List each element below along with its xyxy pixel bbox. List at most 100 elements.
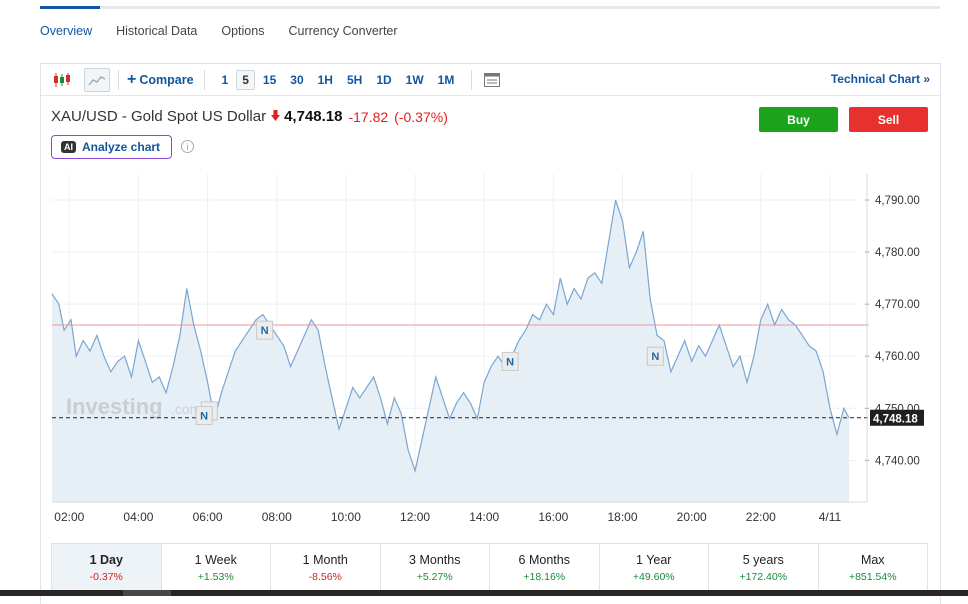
- analyze-chart-label: Analyze chart: [82, 140, 161, 154]
- news-marker-box: [256, 320, 274, 340]
- price-line: [51, 199, 850, 474]
- period-label: 1 Week: [194, 553, 237, 567]
- x-tick-label: 16:00: [538, 510, 568, 524]
- down-arrow-icon: [271, 108, 281, 125]
- x-tick-label: 20:00: [677, 510, 707, 524]
- active-tab-indicator: [40, 6, 100, 9]
- period-change: -8.56%: [308, 571, 342, 583]
- chart-panel: + Compare 1 5 15 30 1H 5H 1D 1W 1M Technical Cha…: [40, 63, 941, 604]
- interval-15[interactable]: 15: [262, 72, 277, 87]
- news-marker-label: N: [261, 325, 269, 337]
- sell-button[interactable]: Sell: [849, 107, 928, 132]
- quote-header: XAU/USD - Gold Spot US Dollar 4,748.18 -…: [51, 108, 448, 125]
- interval-1d[interactable]: 1D: [376, 72, 392, 87]
- period-max[interactable]: Max +851.54%: [819, 544, 928, 595]
- period-6-months[interactable]: 6 Months +18.16%: [490, 544, 600, 595]
- watermark: Investing: [66, 394, 163, 419]
- price-chart[interactable]: Investing .com4,740.004,750.004,760.004,7…: [0, 0, 968, 540]
- period-1-day[interactable]: 1 Day -0.37%: [52, 544, 162, 595]
- y-tick-label: 4,770.00: [875, 299, 920, 311]
- x-tick-label: 02:00: [54, 510, 84, 524]
- period-change: +5.27%: [416, 571, 453, 583]
- compare-button[interactable]: + Compare: [127, 70, 194, 88]
- news-marker-label: N: [651, 351, 659, 363]
- buy-button[interactable]: Buy: [759, 107, 838, 132]
- ai-badge-icon: AI: [61, 141, 76, 153]
- news-marker[interactable]: N: [256, 320, 274, 340]
- info-icon[interactable]: i: [181, 140, 194, 153]
- watermark-suffix: .com: [171, 401, 201, 417]
- period-change: +172.40%: [739, 571, 788, 583]
- period-1-week[interactable]: 1 Week +1.53%: [162, 544, 271, 595]
- tab-overview[interactable]: Overview: [40, 24, 93, 38]
- x-tick-label: 04:00: [123, 510, 153, 524]
- chart-toolbar: + Compare 1 5 15 30 1H 5H 1D 1W 1M Technical Cha…: [41, 64, 940, 96]
- period-5-years[interactable]: 5 years +172.40%: [709, 544, 819, 595]
- news-marker-box: [501, 351, 519, 371]
- last-price: 4,748.18: [284, 108, 343, 125]
- price-change-percent: (-0.37%): [394, 108, 448, 125]
- news-marker[interactable]: N: [501, 351, 519, 371]
- period-change: +18.16%: [523, 571, 566, 583]
- price-area-fill: [52, 200, 849, 502]
- news-marker-box: [195, 406, 213, 426]
- news-marker[interactable]: N: [646, 346, 664, 366]
- last-price-badge-label: 4,748.18: [873, 413, 918, 425]
- interval-5[interactable]: 5: [236, 69, 255, 90]
- toolbar-divider: [118, 69, 119, 90]
- plus-icon: +: [127, 70, 137, 88]
- interval-1[interactable]: 1: [221, 72, 229, 87]
- period-label: 1 Day: [89, 553, 123, 567]
- period-change: +851.54%: [848, 571, 897, 583]
- price-change: -17.82: [348, 108, 389, 125]
- period-1-month[interactable]: 1 Month -8.56%: [271, 544, 381, 595]
- period-1-year[interactable]: 1 Year +49.60%: [600, 544, 709, 595]
- period-label: 1 Month: [302, 553, 348, 567]
- tab-options[interactable]: Options: [221, 24, 265, 38]
- news-marker[interactable]: N: [195, 406, 213, 426]
- news-marker-label: N: [506, 356, 514, 368]
- x-tick-label: 18:00: [607, 510, 637, 524]
- interval-1w[interactable]: 1W: [405, 72, 424, 87]
- taskbar-active-item: [123, 590, 171, 596]
- y-tick-label: 4,740.00: [875, 455, 920, 467]
- news-marker-label: N: [200, 411, 208, 423]
- tab-historical-data[interactable]: Historical Data: [116, 24, 198, 38]
- interval-30[interactable]: 30: [290, 72, 304, 87]
- interval-1m[interactable]: 1M: [437, 72, 455, 87]
- interval-1h[interactable]: 1H: [317, 72, 333, 87]
- tab-currency-converter[interactable]: Currency Converter: [288, 24, 398, 38]
- x-tick-label: 4/11: [819, 510, 842, 524]
- x-tick-label: 08:00: [262, 510, 292, 524]
- analyze-chart-button[interactable]: AI Analyze chart: [51, 135, 172, 159]
- toolbar-divider: [203, 69, 205, 90]
- x-tick-label: 22:00: [746, 510, 776, 524]
- period-3-months[interactable]: 3 Months +5.27%: [381, 544, 490, 595]
- toolbar-divider: [471, 69, 473, 90]
- period-performance-bar: 1 Day -0.37% 1 Week +1.53% 1 Month -8.56% 3 Mo…: [51, 543, 928, 596]
- layout-grid-icon[interactable]: [480, 69, 504, 91]
- interval-selector: 1 5 15 30 1H 5H 1D 1W 1M: [215, 69, 462, 90]
- candlestick-icon[interactable]: [50, 69, 74, 91]
- technical-chart-link[interactable]: Technical Chart »: [830, 72, 930, 86]
- last-price-badge: [870, 409, 924, 426]
- compare-label: Compare: [139, 72, 194, 87]
- period-label: 6 Months: [518, 553, 570, 567]
- instrument-name: XAU/USD - Gold Spot US Dollar: [51, 108, 267, 125]
- period-change: -0.37%: [89, 571, 123, 583]
- area-chart-icon[interactable]: [84, 67, 110, 92]
- tabs-underline: [40, 6, 940, 9]
- period-label: 3 Months: [409, 553, 461, 567]
- news-marker-box: [646, 346, 664, 366]
- period-label: 5 years: [742, 553, 784, 567]
- bottom-taskbar: [0, 590, 968, 596]
- period-change: +49.60%: [632, 571, 675, 583]
- period-change: +1.53%: [197, 571, 234, 583]
- x-tick-label: 06:00: [193, 510, 223, 524]
- period-label: 1 Year: [636, 553, 672, 567]
- x-tick-label: 10:00: [331, 510, 361, 524]
- interval-5h[interactable]: 5H: [346, 72, 363, 87]
- y-tick-label: 4,780.00: [875, 247, 920, 259]
- period-label: Max: [860, 553, 885, 567]
- x-tick-label: 14:00: [469, 510, 499, 524]
